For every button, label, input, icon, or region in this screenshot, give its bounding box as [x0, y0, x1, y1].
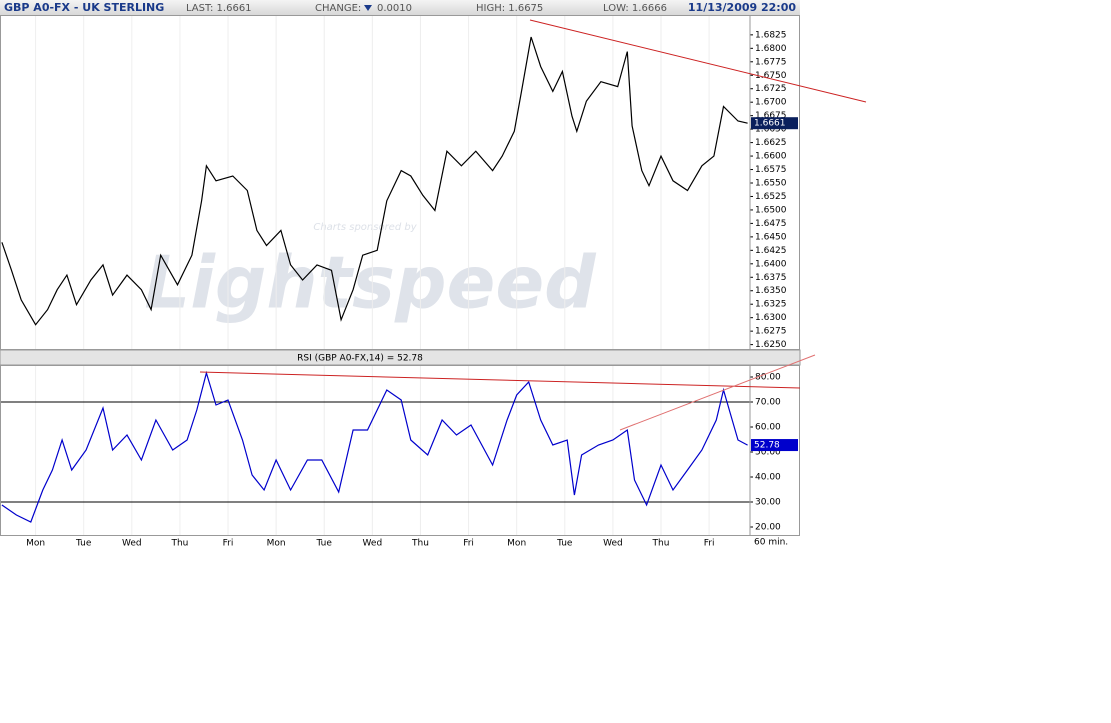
- y-tick-label: 50.00: [755, 448, 781, 458]
- x-tick-label: Wed: [363, 539, 383, 549]
- current-label: 52.78: [754, 441, 780, 451]
- y-tick-label: 1.6475: [755, 219, 787, 229]
- current-label: 1.6661: [754, 119, 786, 129]
- change-value: 0.0010: [377, 3, 412, 14]
- low: LOW: 1.6666: [603, 3, 667, 14]
- x-tick-label: Thu: [652, 539, 670, 549]
- y-tick-label: 1.6825: [755, 30, 787, 40]
- y-tick-label: 1.6675: [755, 111, 787, 121]
- x-tick-label: Mon: [26, 539, 45, 549]
- y-tick-label: 1.6725: [755, 84, 787, 94]
- rsi-panel: [0, 365, 800, 536]
- x-tick-label: Fri: [463, 539, 474, 549]
- y-tick-label: 1.6250: [755, 340, 787, 350]
- y-tick-label: 1.6525: [755, 192, 787, 202]
- y-tick-label: 1.6775: [755, 57, 787, 67]
- y-tick-label: 1.6350: [755, 286, 787, 296]
- y-tick-label: 80.00: [755, 373, 781, 383]
- trend-line: [199, 371, 801, 389]
- y-tick-label: 1.6550: [755, 179, 787, 189]
- interval-label: 60 min.: [754, 538, 788, 548]
- x-tick-label: Fri: [704, 539, 715, 549]
- change-label: CHANGE:: [315, 3, 361, 14]
- data-layer: Mon Tue Wed Thu Fri Mon Tue Wed Thu Fri Mon Tue Wed T…: [1, 16, 798, 549]
- x-tick-label: Mon: [267, 539, 286, 549]
- y-tick-label: 40.00: [755, 473, 781, 483]
- symbol: GBP A0-FX - UK STERLING: [4, 1, 164, 14]
- y-tick-label: 1.6500: [755, 205, 787, 215]
- y-tick-label: 1.6300: [755, 313, 787, 323]
- y-tick-label: 70.00: [755, 398, 781, 408]
- trend-line: [529, 19, 867, 103]
- y-tick-label: 1.6600: [755, 152, 787, 162]
- x-tick-label: Tue: [556, 539, 573, 549]
- y-tick-label: 1.6650: [755, 125, 787, 135]
- current-box: [751, 117, 798, 130]
- trend-line: [619, 354, 816, 431]
- watermark-sponsor: Charts sponsored by: [313, 222, 417, 233]
- x-tick-label: Wed: [122, 539, 142, 549]
- y-tick-label: 60.00: [755, 423, 781, 433]
- x-tick-label: Thu: [411, 539, 429, 549]
- y-tick-label: 20.00: [755, 523, 781, 533]
- last: LAST: 1.6661: [186, 3, 252, 14]
- x-tick-label: Tue: [75, 539, 92, 549]
- y-tick-label: 1.6800: [755, 44, 787, 54]
- y-tick-label: 30.00: [755, 498, 781, 508]
- y-tick-label: 1.6425: [755, 246, 787, 256]
- y-tick-label: 1.6625: [755, 138, 787, 148]
- y-tick-label: 1.6750: [755, 71, 787, 81]
- x-tick-label: Tue: [316, 539, 333, 549]
- y-tick-label: 1.6400: [755, 259, 787, 269]
- y-tick-label: 1.6575: [755, 165, 787, 175]
- current-box: [751, 439, 798, 452]
- watermark-brand: Lightspeed: [144, 241, 597, 325]
- y-tick-label: 1.6375: [755, 273, 787, 283]
- y-tick-label: 1.6700: [755, 98, 787, 108]
- y-tick-label: 1.6450: [755, 232, 787, 242]
- x-tick-label: Wed: [603, 539, 623, 549]
- datetime: 11/13/2009 22:00: [688, 1, 796, 14]
- rsi-title: RSI (GBP A0-FX,14) = 52.78: [297, 354, 423, 364]
- header-bar: [0, 0, 800, 15]
- down-arrow: [364, 5, 372, 11]
- x-tick-label: Thu: [170, 539, 188, 549]
- x-tick-label: Mon: [507, 539, 526, 549]
- x-tick-label: Fri: [223, 539, 234, 549]
- high: HIGH: 1.6675: [476, 3, 543, 14]
- price-panel: [0, 15, 800, 350]
- y-tick-label: 1.6325: [755, 300, 787, 310]
- line: [1, 370, 748, 523]
- line: [1, 36, 748, 326]
- y-tick-label: 1.6275: [755, 327, 787, 337]
